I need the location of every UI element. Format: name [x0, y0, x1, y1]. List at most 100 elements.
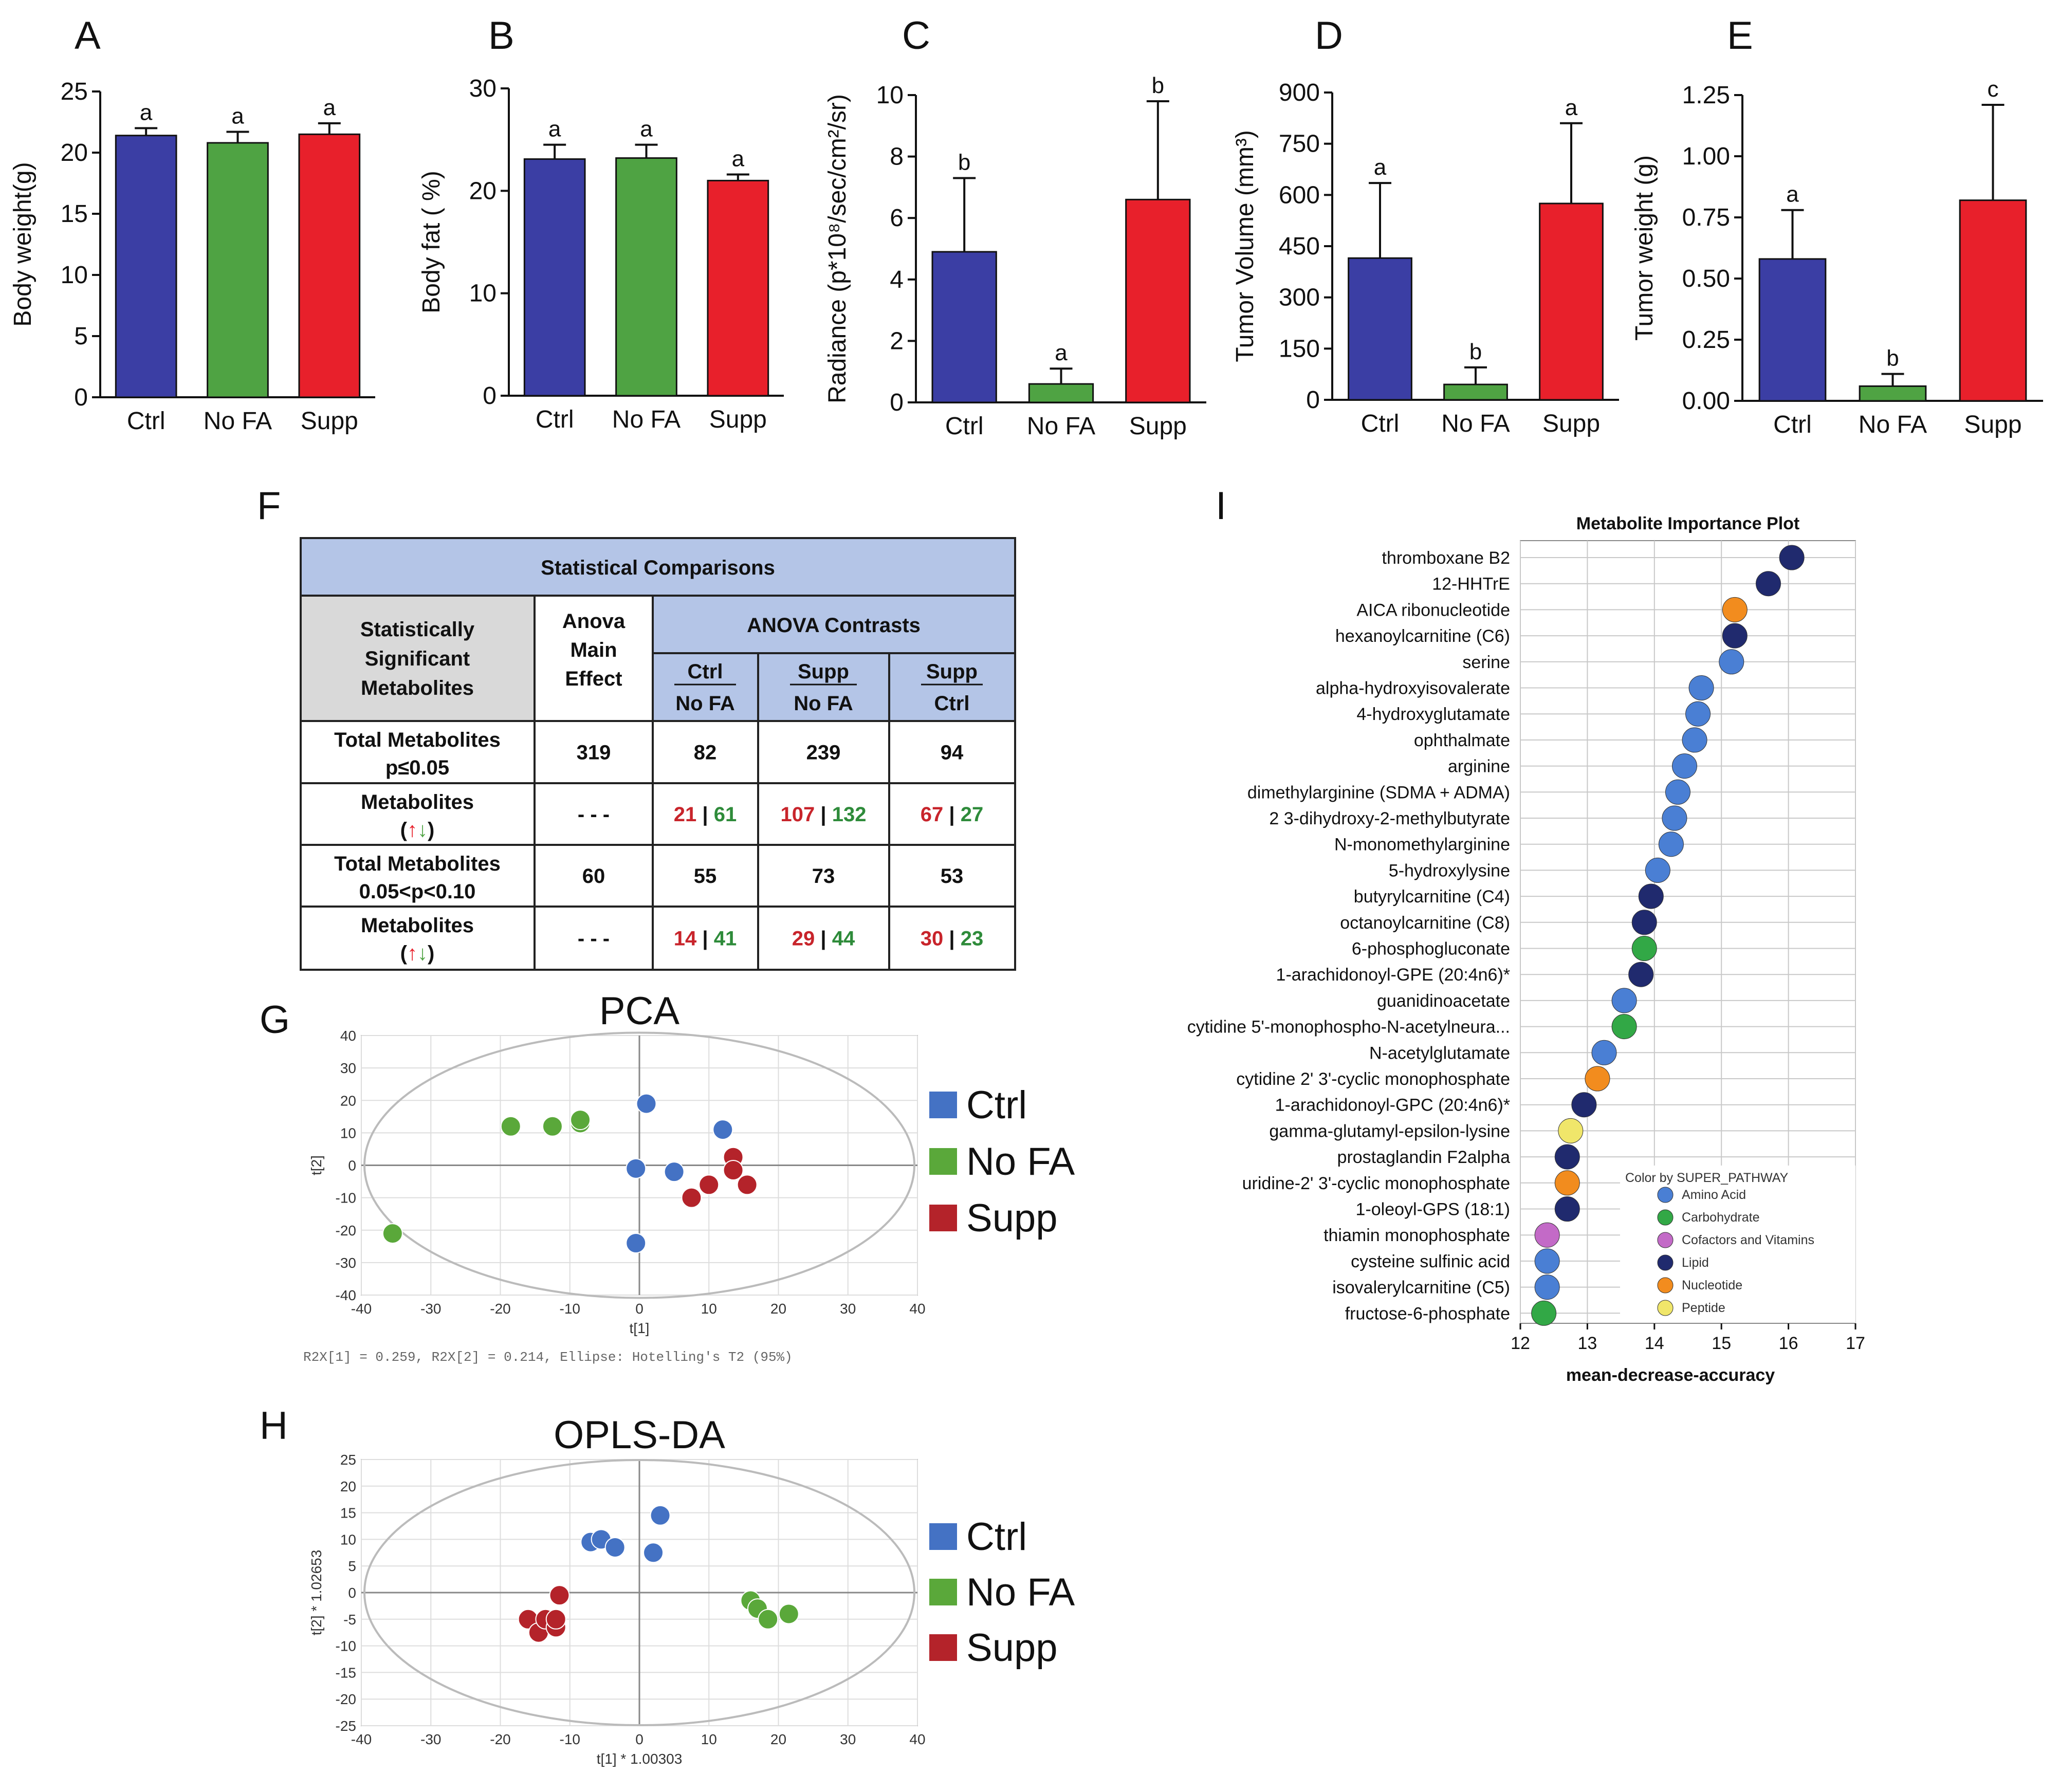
x-tick-label: -10 — [560, 1301, 580, 1317]
legend-swatch — [929, 1634, 957, 1661]
contrast-up-down: 21 | 61 — [674, 803, 737, 826]
metabolite-label: arginine — [1448, 757, 1510, 777]
y-tick-label: 10 — [469, 280, 497, 307]
score-point-ctrl — [650, 1505, 671, 1526]
contrast-value: 239 — [806, 742, 841, 764]
metabolite-label: AICA ribonucleotide — [1356, 600, 1510, 620]
panel-letter-h: H — [260, 1404, 288, 1448]
pathway-legend-label: Nucleotide — [1682, 1278, 1742, 1292]
metabolite-label: prostaglandin F2alpha — [1337, 1148, 1511, 1167]
table-cell — [757, 844, 890, 908]
row-sublabel: p≤0.05 — [385, 756, 449, 779]
table-title: Statistical Comparisons — [541, 557, 775, 579]
importance-point — [1534, 1274, 1560, 1300]
metabolite-label: 1-arachidonoyl-GPE (20:4n6)* — [1276, 965, 1510, 985]
table-cell — [652, 906, 759, 971]
bar — [1125, 198, 1191, 403]
y-axis-label: t[2] * 1.02653 — [308, 1550, 324, 1636]
contrast-up-down: 30 | 23 — [921, 928, 983, 950]
x-tick-label: 10 — [701, 1301, 717, 1317]
panel-letter-a: A — [75, 14, 101, 58]
pathway-legend-label: Carbohydrate — [1682, 1210, 1759, 1225]
y-tick-label: 0 — [890, 389, 904, 416]
y-axis-label: Body fat ( %) — [418, 171, 445, 313]
contrast-value: 82 — [694, 742, 717, 764]
x-tick-label: 14 — [1645, 1334, 1664, 1353]
y-tick-label: 10 — [61, 262, 88, 289]
pathway-legend-swatch — [1657, 1277, 1674, 1294]
score-point-supp — [698, 1174, 720, 1195]
y-tick-label: 30 — [340, 1060, 356, 1076]
contrast-value: 53 — [941, 865, 964, 888]
x-tick-label: No FA — [1441, 410, 1510, 437]
y-tick-label: -5 — [343, 1612, 356, 1628]
x-tick-label: 0 — [635, 1301, 644, 1317]
x-tick-label: 40 — [909, 1301, 925, 1317]
bar — [1539, 202, 1604, 401]
table-header-anova-1: Anova — [562, 610, 626, 633]
y-tick-label: 4 — [890, 266, 904, 293]
contrast-up-down: 67 | 27 — [921, 803, 983, 826]
metabolite-label: 2 3-dihydroxy-2-methylbutyrate — [1269, 809, 1510, 828]
metabolite-label: cysteine sulfinic acid — [1351, 1252, 1510, 1271]
panel-letter-f: F — [257, 484, 281, 528]
metabolite-label: butyrylcarnitine (C4) — [1354, 887, 1510, 907]
panel-letter-i: I — [1216, 484, 1226, 528]
score-point-ctrl — [604, 1537, 626, 1558]
importance-point — [1558, 1118, 1584, 1143]
y-tick-label: 30 — [469, 75, 497, 102]
pathway-legend-swatch — [1657, 1300, 1674, 1316]
importance-point — [1611, 1014, 1637, 1040]
table-cell — [888, 906, 1016, 971]
y-tick-label: 0.75 — [1682, 204, 1730, 231]
table-cell — [534, 844, 654, 908]
significance-letter: a — [231, 104, 244, 129]
y-tick-label: -15 — [336, 1665, 356, 1680]
bar — [1028, 383, 1094, 403]
pathway-legend-swatch — [1657, 1232, 1674, 1248]
y-axis-label: Tumor weight (g) — [1631, 155, 1658, 341]
y-tick-label: 15 — [340, 1505, 356, 1521]
x-tick-label: -40 — [351, 1301, 372, 1317]
opls-da-score-plot: -40 -30 -20 -10 0 10 20 30 40 -25 -20 -15 -10 -5 0 5 10 1… — [308, 1413, 1075, 1767]
contrast-up-down: 14 | 41 — [674, 928, 737, 950]
metabolite-label: serine — [1462, 653, 1510, 672]
importance-point — [1638, 883, 1664, 909]
panel-letter-b: B — [488, 14, 514, 58]
y-tick-label: 0 — [1306, 386, 1320, 414]
pathway-legend-swatch — [1657, 1209, 1674, 1226]
bar — [207, 142, 269, 398]
significance-letter: b — [1152, 73, 1164, 98]
significance-letter: a — [1055, 340, 1068, 365]
table-header-left-1: Statistically — [360, 618, 475, 641]
pathway-legend-title: Color by SUPER_PATHWAY — [1625, 1171, 1789, 1185]
contrast-value: 55 — [694, 865, 717, 888]
metabolite-label: hexanoylcarnitine (C6) — [1335, 626, 1510, 646]
metabolite-label: 4-hydroxyglutamate — [1356, 705, 1510, 724]
y-tick-label: 1.25 — [1682, 82, 1730, 109]
x-tick-label: Supp — [301, 408, 358, 435]
y-tick-label: 25 — [340, 1452, 356, 1468]
y-tick-label: 1.00 — [1682, 143, 1730, 170]
importance-point — [1685, 701, 1711, 727]
metabolite-importance-plot: 12 13 14 15 16 17 thromboxane B2 12-HHTrE AICA r… — [1187, 514, 1865, 1385]
y-tick-label: 40 — [340, 1028, 356, 1044]
panel-letter-e: E — [1727, 14, 1753, 58]
table-cell — [888, 720, 1016, 784]
anova-value: 319 — [577, 742, 611, 764]
row-sublabel: (↑↓) — [400, 942, 435, 965]
x-tick-label: 17 — [1846, 1334, 1865, 1353]
metabolite-label: ophthalmate — [1414, 731, 1510, 750]
y-tick-label: -10 — [336, 1190, 356, 1206]
significance-letter: a — [140, 100, 153, 125]
bar-chart-tumor-weight: 0.00 0.25 0.50 0.75 1.00 1.25 Tumor weight (g)… — [1631, 77, 2043, 438]
importance-point — [1591, 1040, 1617, 1065]
pathway-legend-swatch — [1657, 1187, 1674, 1203]
x-tick-label: -20 — [490, 1301, 510, 1317]
table-header-anova-2: Main — [570, 639, 617, 661]
y-tick-label: 20 — [340, 1479, 356, 1494]
significance-letter: a — [323, 95, 336, 120]
contrast-col-1-cell — [652, 652, 759, 722]
table-cell — [652, 782, 759, 846]
